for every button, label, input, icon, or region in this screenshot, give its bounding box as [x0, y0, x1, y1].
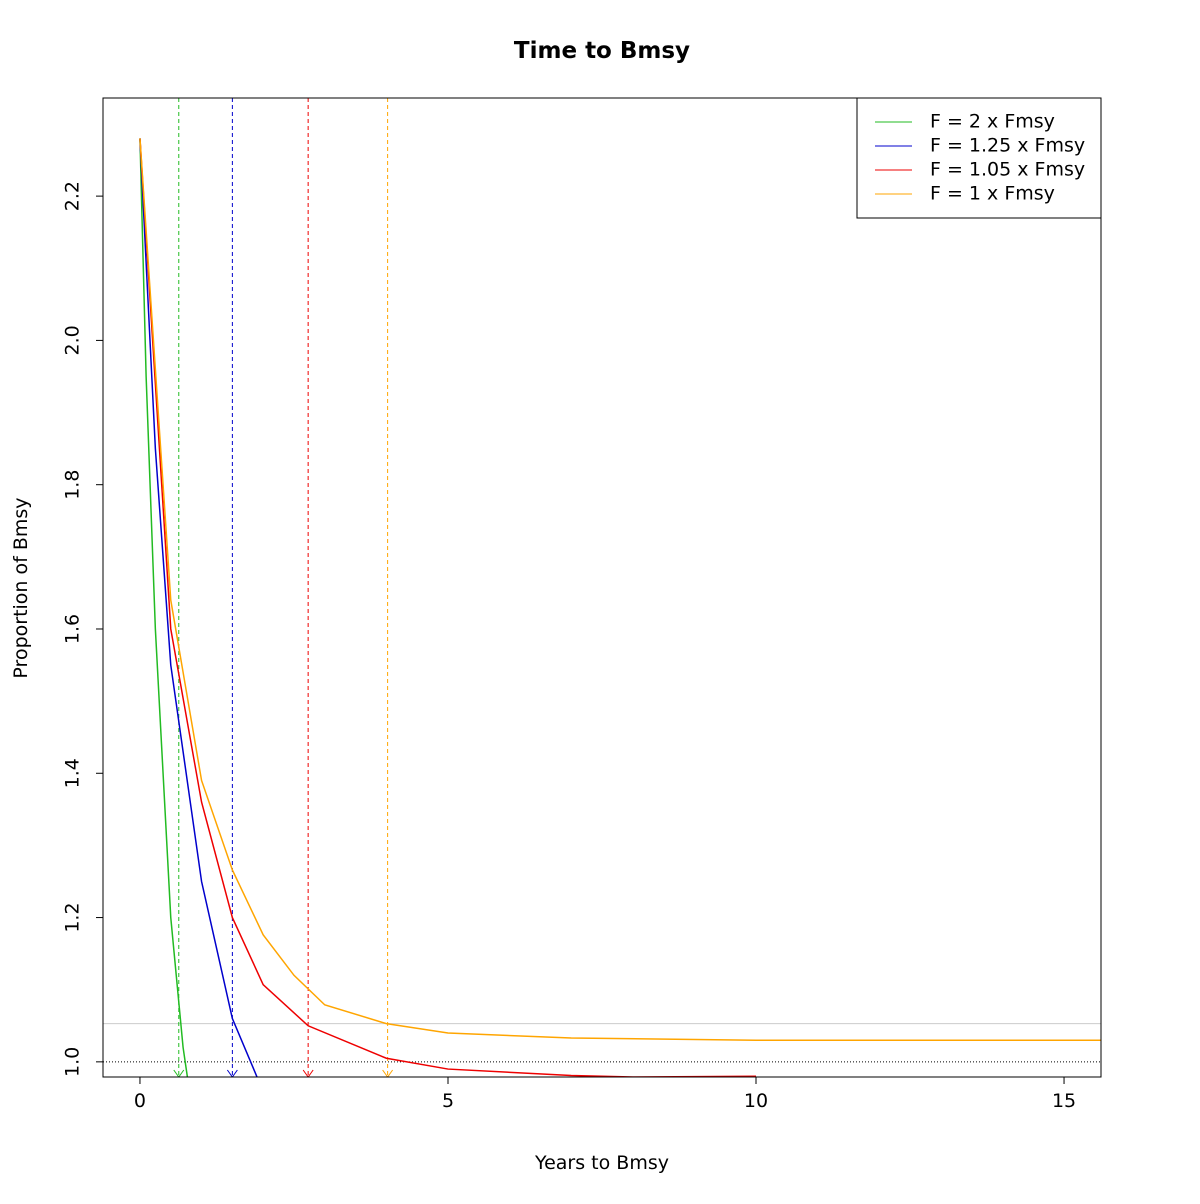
- series-line: [139, 138, 189, 1077]
- y-tick-label: 1.2: [62, 902, 84, 932]
- x-axis-label: Years to Bmsy: [534, 1152, 669, 1174]
- y-tick-label: 1.4: [62, 758, 84, 788]
- time-arrow: [382, 1069, 394, 1077]
- y-tick-label: 1.6: [62, 614, 84, 644]
- legend-label: F = 1.05 x Fmsy: [930, 159, 1085, 181]
- x-tick-label: 5: [442, 1090, 454, 1112]
- x-tick-label: 0: [134, 1090, 146, 1112]
- y-tick-label: 1.8: [62, 470, 84, 500]
- y-tick-label: 2.2: [62, 181, 84, 211]
- chart-title: Time to Bmsy: [514, 38, 690, 64]
- y-tick-label: 2.0: [62, 325, 84, 355]
- time-arrow: [226, 1069, 238, 1077]
- legend-label: F = 1 x Fmsy: [930, 183, 1055, 205]
- x-tick-label: 10: [744, 1090, 768, 1112]
- legend-label: F = 1.25 x Fmsy: [930, 135, 1085, 157]
- series-line: [139, 138, 757, 1077]
- series-line: [139, 138, 1101, 1041]
- series-line: [139, 138, 258, 1077]
- time-arrow: [302, 1069, 314, 1077]
- plot-area: [103, 98, 1101, 1077]
- y-tick-label: 1.0: [62, 1047, 84, 1077]
- time-arrow: [173, 1069, 185, 1077]
- legend-box: [856, 97, 1102, 219]
- y-axis-label: Proportion of Bmsy: [10, 497, 32, 678]
- legend-label: F = 2 x Fmsy: [930, 111, 1055, 133]
- x-tick-label: 15: [1052, 1090, 1076, 1112]
- plot-frame: [102, 97, 1102, 1078]
